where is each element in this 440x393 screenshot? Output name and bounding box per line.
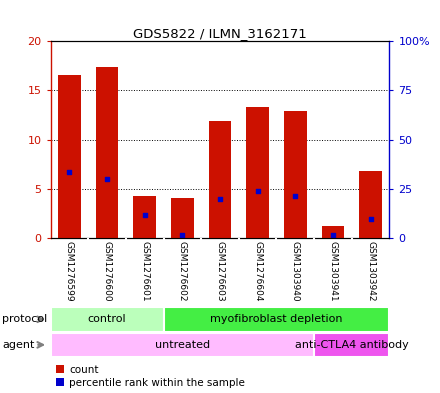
Text: anti-CTLA4 antibody: anti-CTLA4 antibody	[295, 340, 409, 350]
Point	[367, 216, 374, 222]
Text: GSM1276599: GSM1276599	[65, 241, 74, 302]
Bar	[164, 307, 389, 332]
Point	[292, 192, 299, 198]
Text: protocol: protocol	[2, 314, 48, 324]
Bar	[359, 171, 382, 238]
Text: GSM1276602: GSM1276602	[178, 241, 187, 302]
Text: untreated: untreated	[155, 340, 210, 350]
Point	[330, 231, 337, 238]
Title: GDS5822 / ILMN_3162171: GDS5822 / ILMN_3162171	[133, 27, 307, 40]
Point	[103, 176, 110, 182]
Text: GSM1303941: GSM1303941	[328, 241, 337, 302]
Text: GSM1276604: GSM1276604	[253, 241, 262, 302]
Bar	[51, 307, 164, 332]
Bar	[246, 107, 269, 238]
Point	[216, 196, 224, 202]
Point	[254, 187, 261, 194]
Bar	[314, 332, 389, 357]
Text: GSM1303942: GSM1303942	[366, 241, 375, 302]
Bar	[322, 226, 344, 238]
Text: GSM1276601: GSM1276601	[140, 241, 149, 302]
Text: agent: agent	[2, 340, 35, 350]
Text: control: control	[88, 314, 126, 324]
Text: myofibroblast depletion: myofibroblast depletion	[210, 314, 343, 324]
Point	[179, 231, 186, 238]
Bar	[209, 121, 231, 238]
Text: GSM1276603: GSM1276603	[216, 241, 224, 302]
Text: GSM1303940: GSM1303940	[291, 241, 300, 302]
Bar	[133, 195, 156, 238]
Legend: count, percentile rank within the sample: count, percentile rank within the sample	[56, 365, 245, 388]
Point	[66, 169, 73, 175]
Bar	[58, 75, 81, 238]
Point	[141, 212, 148, 218]
Bar	[96, 67, 118, 238]
Bar	[171, 198, 194, 238]
Bar	[51, 332, 314, 357]
Text: GSM1276600: GSM1276600	[103, 241, 112, 302]
Bar	[284, 111, 307, 238]
